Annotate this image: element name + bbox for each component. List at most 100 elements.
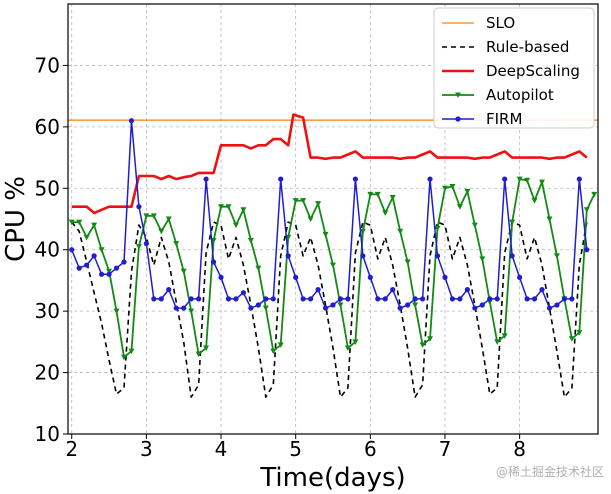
firm-point bbox=[113, 265, 120, 271]
legend-label-deepscaling: DeepScaling bbox=[486, 62, 580, 80]
autopilot-point bbox=[479, 256, 486, 262]
firm-point bbox=[255, 302, 261, 308]
firm-point bbox=[136, 204, 142, 210]
autopilot-point bbox=[455, 92, 461, 98]
x-tick-label: 7 bbox=[439, 437, 452, 461]
legend-box bbox=[433, 7, 595, 129]
y-tick-label: 10 bbox=[35, 422, 60, 446]
autopilot-point bbox=[143, 213, 150, 219]
firm-point bbox=[345, 296, 351, 302]
firm-point bbox=[584, 247, 590, 253]
autopilot-point bbox=[91, 222, 98, 229]
firm-point bbox=[76, 265, 82, 271]
firm-point bbox=[322, 305, 329, 311]
autopilot-point bbox=[546, 216, 553, 222]
autopilot-point bbox=[203, 345, 210, 351]
firm-point bbox=[293, 274, 299, 280]
firm-point bbox=[524, 296, 530, 302]
autopilot-point bbox=[419, 342, 426, 348]
autopilot-point bbox=[524, 177, 531, 184]
firm-point bbox=[479, 302, 485, 308]
autopilot-point bbox=[262, 305, 269, 312]
autopilot-point bbox=[225, 204, 232, 210]
autopilot-point bbox=[568, 336, 575, 342]
x-tick-label: 5 bbox=[289, 437, 302, 461]
x-tick-label: 4 bbox=[215, 437, 228, 461]
x-tick-label: 2 bbox=[65, 437, 78, 461]
autopilot-point bbox=[344, 345, 351, 351]
firm-point bbox=[360, 253, 366, 259]
firm-point bbox=[397, 305, 403, 311]
autopilot-point bbox=[322, 231, 329, 238]
autopilot-point bbox=[389, 195, 396, 201]
firm-point bbox=[188, 296, 194, 302]
firm-point bbox=[367, 274, 373, 280]
axis-ticks: 2 3 4 5 6 7 8 10 20 30 40 50 60 70 bbox=[35, 53, 526, 461]
firm-point bbox=[143, 240, 149, 247]
autopilot-point bbox=[434, 225, 441, 232]
firm-point bbox=[218, 274, 224, 280]
firm-point bbox=[546, 305, 553, 311]
firm-point bbox=[442, 274, 448, 280]
series-deepscaling bbox=[71, 113, 588, 215]
legend-label-slo: SLO bbox=[486, 14, 515, 32]
firm-point bbox=[158, 296, 164, 302]
firm-point bbox=[128, 118, 135, 124]
autopilot-point bbox=[240, 207, 247, 213]
autopilot-point bbox=[516, 176, 523, 183]
firm-point bbox=[248, 305, 254, 311]
legend-label-firm: FIRM bbox=[486, 110, 522, 128]
firm-point bbox=[464, 287, 470, 293]
autopilot-point bbox=[382, 210, 389, 216]
firm-point bbox=[263, 296, 269, 302]
plot-frame bbox=[67, 3, 599, 435]
rule-based-line bbox=[71, 221, 588, 398]
autopilot-point bbox=[128, 348, 135, 355]
firm-point bbox=[569, 296, 575, 302]
autopilot-point bbox=[427, 336, 434, 342]
firm-point bbox=[166, 287, 172, 293]
firm-point bbox=[352, 176, 358, 182]
x-tick-label: 8 bbox=[513, 437, 526, 461]
firm-point bbox=[233, 296, 239, 302]
firm-point bbox=[419, 296, 426, 302]
autopilot-point bbox=[150, 213, 157, 219]
firm-point bbox=[106, 271, 112, 277]
autopilot-point bbox=[300, 198, 307, 204]
firm-point bbox=[502, 176, 508, 182]
y-tick-label: 50 bbox=[35, 176, 60, 200]
autopilot-point bbox=[456, 204, 463, 210]
autopilot-point bbox=[195, 351, 202, 358]
firm-point bbox=[337, 296, 344, 302]
firm-point bbox=[315, 287, 321, 293]
firm-point bbox=[509, 253, 515, 259]
firm-point bbox=[487, 296, 493, 302]
series-firm bbox=[69, 118, 590, 311]
autopilot-point bbox=[158, 228, 165, 235]
firm-line bbox=[71, 119, 588, 309]
firm-point bbox=[308, 296, 314, 302]
firm-point bbox=[210, 259, 217, 265]
deepscaling-line bbox=[71, 113, 588, 215]
firm-point bbox=[196, 296, 202, 302]
autopilot-point bbox=[374, 191, 381, 198]
firm-point bbox=[449, 296, 456, 302]
legend-label-rule-based: Rule-based bbox=[486, 38, 569, 56]
firm-point bbox=[91, 253, 97, 259]
series-rule-based bbox=[71, 221, 588, 398]
autopilot-point bbox=[165, 216, 172, 222]
x-axis-label: Time(days) bbox=[259, 463, 405, 493]
autopilot-point bbox=[277, 342, 284, 348]
firm-point bbox=[278, 176, 284, 182]
autopilot-point bbox=[337, 302, 344, 308]
autopilot-point bbox=[83, 234, 90, 241]
firm-point bbox=[455, 116, 461, 122]
autopilot-point bbox=[232, 222, 239, 229]
firm-point bbox=[405, 302, 411, 308]
autopilot-point bbox=[270, 348, 277, 355]
autopilot-point bbox=[98, 247, 105, 253]
firm-point bbox=[173, 305, 179, 311]
autopilot-point bbox=[173, 241, 180, 247]
firm-point bbox=[121, 259, 127, 265]
